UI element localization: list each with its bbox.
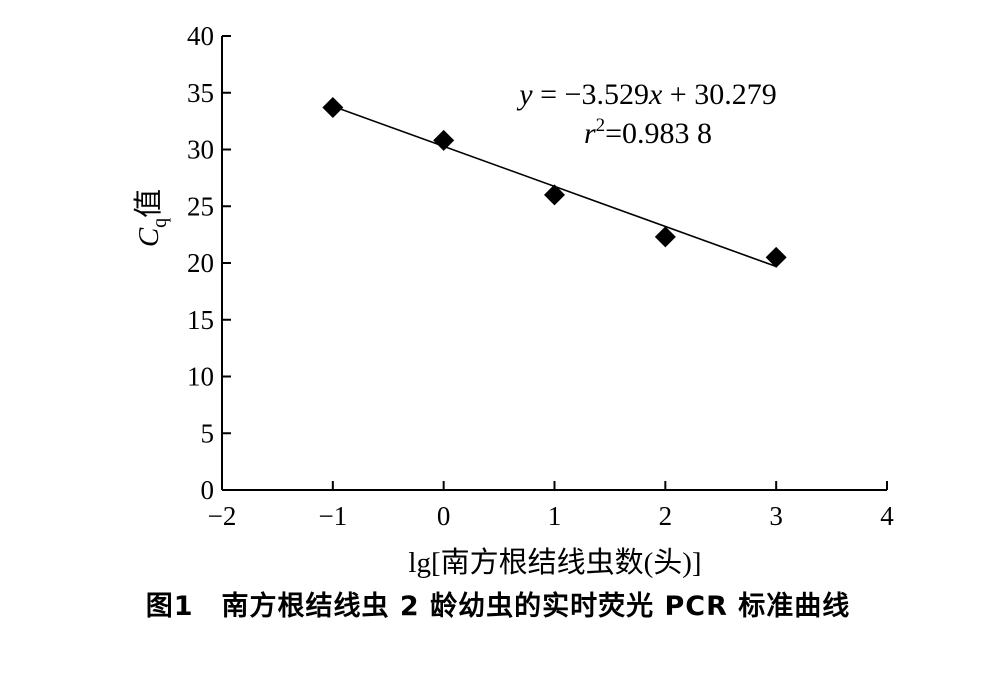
x-tick-label: 2	[659, 501, 673, 531]
y-tick-label: 35	[187, 78, 214, 108]
data-point	[433, 129, 455, 151]
data-point	[765, 246, 787, 268]
y-tick-label: 10	[187, 362, 214, 392]
y-tick-label: 25	[187, 191, 214, 221]
regression-equation: y = −3.529x + 30.279	[516, 78, 776, 111]
figure-caption: 图1 南方根结线虫 2 龄幼虫的实时荧光 PCR 标准曲线	[145, 591, 851, 622]
data-point	[544, 184, 565, 206]
y-tick-label: 30	[187, 135, 214, 165]
y-tick-label: 20	[187, 248, 214, 278]
y-tick-label: 5	[201, 418, 215, 448]
y-tick-label: 15	[187, 305, 214, 335]
data-point	[322, 97, 344, 119]
x-tick-label: −1	[318, 501, 347, 531]
x-tick-label: 4	[880, 501, 894, 531]
x-tick-label: 1	[548, 501, 562, 531]
y-tick-label: 0	[201, 475, 215, 505]
y-ticks: 0 5 10 15 20 25 30 35 40	[187, 21, 231, 505]
x-ticks: −2 −1 0 1 2 3 4	[208, 481, 894, 531]
y-tick-label: 40	[187, 21, 214, 51]
y-axis-title: Cq值	[132, 189, 171, 247]
data-points	[322, 97, 787, 268]
x-tick-label: 3	[769, 501, 783, 531]
data-point	[654, 226, 676, 248]
x-axis-title: lg[南方根结线虫数(头)]	[408, 546, 701, 579]
x-tick-label: 0	[437, 501, 451, 531]
standard-curve-chart: 0 5 10 15 20 25 30 35 40 −2 −1 0 1 2 3 4 y = −3.529x +…	[132, 21, 894, 579]
r-squared-label: r2=0.983 8	[584, 115, 712, 150]
x-tick-label: −2	[208, 501, 237, 531]
